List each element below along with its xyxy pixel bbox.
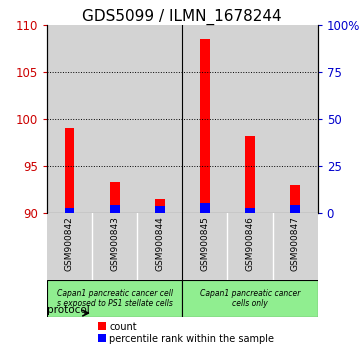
Text: GSM900842: GSM900842	[65, 216, 74, 271]
FancyBboxPatch shape	[182, 280, 318, 317]
Bar	[65, 128, 74, 213]
Bar	[110, 182, 119, 213]
Bar	[200, 203, 210, 213]
FancyBboxPatch shape	[47, 280, 182, 317]
Bar	[200, 39, 210, 213]
Text: GSM900846: GSM900846	[245, 216, 255, 271]
Text: Capan1 pancreatic cancer cell
s exposed to PS1 stellate cells: Capan1 pancreatic cancer cell s exposed …	[57, 289, 173, 308]
Bar	[227, 25, 273, 213]
Bar	[273, 25, 318, 213]
Bar	[245, 208, 255, 213]
Text: GSM900843: GSM900843	[110, 216, 119, 271]
Bar	[245, 136, 255, 213]
Bar	[290, 184, 300, 213]
Bar	[155, 199, 165, 213]
Bar	[182, 25, 227, 213]
Text: GSM900847: GSM900847	[291, 216, 300, 271]
Bar	[47, 25, 92, 213]
Bar	[110, 205, 119, 213]
Bar	[137, 25, 182, 213]
Bar	[290, 205, 300, 213]
Text: GSM900844: GSM900844	[155, 216, 164, 271]
Text: GSM900845: GSM900845	[200, 216, 209, 271]
Bar	[65, 208, 74, 213]
Text: protocol: protocol	[47, 305, 90, 315]
Legend: count, percentile rank within the sample: count, percentile rank within the sample	[98, 321, 274, 343]
Title: GDS5099 / ILMN_1678244: GDS5099 / ILMN_1678244	[83, 8, 282, 25]
Bar	[92, 25, 137, 213]
Text: Capan1 pancreatic cancer
cells only: Capan1 pancreatic cancer cells only	[200, 289, 300, 308]
Bar	[155, 206, 165, 213]
